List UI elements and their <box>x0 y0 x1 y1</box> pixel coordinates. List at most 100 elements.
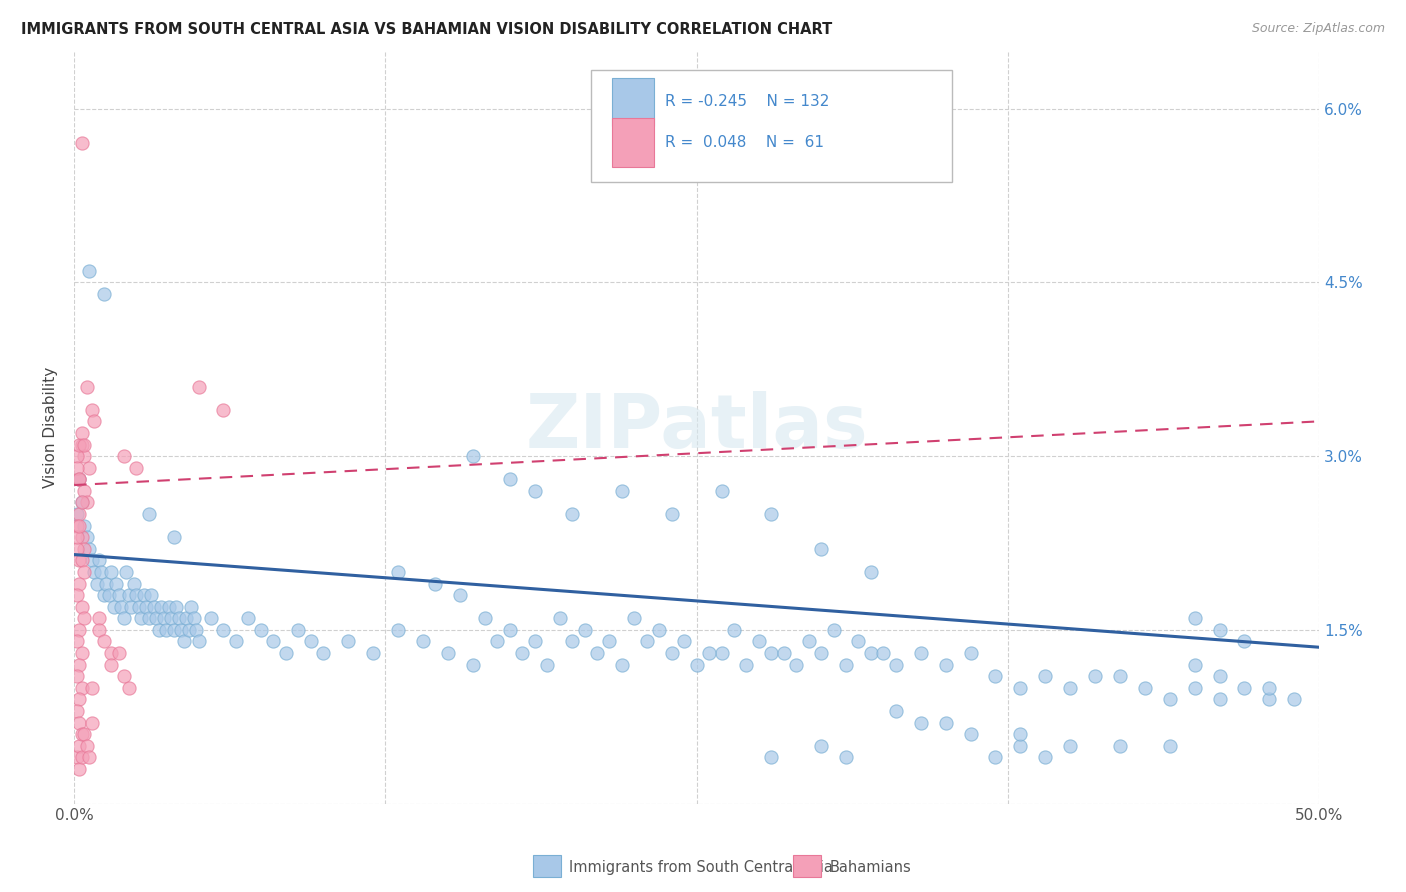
Point <box>76 739 98 753</box>
Point <box>77 750 100 764</box>
Point <box>1184 681 1206 695</box>
Text: IMMIGRANTS FROM SOUTH CENTRAL ASIA VS BAHAMIAN VISION DISABILITY CORRELATION CHA: IMMIGRANTS FROM SOUTH CENTRAL ASIA VS BA… <box>21 22 832 37</box>
Point <box>723 623 745 637</box>
Point <box>83 565 105 579</box>
FancyBboxPatch shape <box>591 70 952 183</box>
Point <box>274 646 297 660</box>
Text: Immigrants from South Central Asia: Immigrants from South Central Asia <box>569 860 834 874</box>
Point <box>984 750 1007 764</box>
Point <box>170 623 193 637</box>
Point <box>96 576 118 591</box>
Point <box>77 541 100 556</box>
Point <box>65 530 87 544</box>
Point <box>697 646 720 660</box>
Point <box>287 623 309 637</box>
Point <box>67 576 90 591</box>
Point <box>523 634 546 648</box>
Point <box>103 599 125 614</box>
Point <box>610 657 633 672</box>
Point <box>772 646 794 660</box>
Point <box>859 646 882 660</box>
Point <box>108 646 131 660</box>
Point <box>70 727 93 741</box>
Point <box>70 553 93 567</box>
Point <box>125 588 148 602</box>
Point <box>797 634 820 648</box>
Point <box>1184 657 1206 672</box>
Point <box>1159 692 1181 706</box>
Point <box>112 669 135 683</box>
Point <box>80 681 103 695</box>
Point <box>145 611 167 625</box>
Point <box>73 437 96 451</box>
Point <box>959 646 981 660</box>
Point <box>70 750 93 764</box>
Point <box>598 634 620 648</box>
Text: Source: ZipAtlas.com: Source: ZipAtlas.com <box>1251 22 1385 36</box>
Point <box>142 599 165 614</box>
Point <box>77 460 100 475</box>
Point <box>70 437 93 451</box>
Point <box>120 599 142 614</box>
Point <box>177 623 200 637</box>
Point <box>810 646 832 660</box>
Point <box>70 136 93 151</box>
Point <box>155 623 177 637</box>
Point <box>710 483 733 498</box>
Point <box>65 449 87 463</box>
Point <box>748 634 770 648</box>
Point <box>108 588 131 602</box>
Point <box>65 588 87 602</box>
Point <box>77 264 100 278</box>
Point <box>165 599 187 614</box>
Point <box>523 483 546 498</box>
Point <box>935 657 957 672</box>
Point <box>118 588 141 602</box>
Point <box>848 634 870 648</box>
Point <box>67 507 90 521</box>
Point <box>425 576 447 591</box>
Point <box>87 611 110 625</box>
Point <box>1208 692 1230 706</box>
Point <box>105 576 128 591</box>
Point <box>238 611 260 625</box>
Point <box>132 588 155 602</box>
Point <box>100 565 122 579</box>
Point <box>623 611 645 625</box>
Text: R = -0.245    N = 132: R = -0.245 N = 132 <box>665 95 830 110</box>
Point <box>67 472 90 486</box>
Point <box>93 588 115 602</box>
Point <box>859 565 882 579</box>
Point <box>299 634 322 648</box>
Point <box>65 518 87 533</box>
Point <box>1033 669 1056 683</box>
Point <box>1084 669 1107 683</box>
Point <box>486 634 509 648</box>
Point <box>73 541 96 556</box>
Point <box>1010 681 1032 695</box>
Point <box>499 623 522 637</box>
Point <box>174 611 197 625</box>
Point <box>150 599 173 614</box>
FancyBboxPatch shape <box>612 119 654 167</box>
Point <box>461 657 484 672</box>
Point <box>761 646 783 660</box>
Point <box>70 425 93 440</box>
Point <box>73 565 96 579</box>
Point <box>636 634 658 648</box>
Point <box>810 739 832 753</box>
Point <box>436 646 458 660</box>
Point <box>73 727 96 741</box>
Text: Bahamians: Bahamians <box>830 860 911 874</box>
Point <box>184 623 207 637</box>
Point <box>180 599 202 614</box>
Point <box>1133 681 1156 695</box>
Y-axis label: Vision Disability: Vision Disability <box>44 367 58 488</box>
Point <box>212 623 235 637</box>
Point <box>115 565 138 579</box>
Point <box>761 507 783 521</box>
Point <box>67 657 90 672</box>
Point <box>387 623 409 637</box>
Point <box>67 715 90 730</box>
Point <box>90 565 112 579</box>
